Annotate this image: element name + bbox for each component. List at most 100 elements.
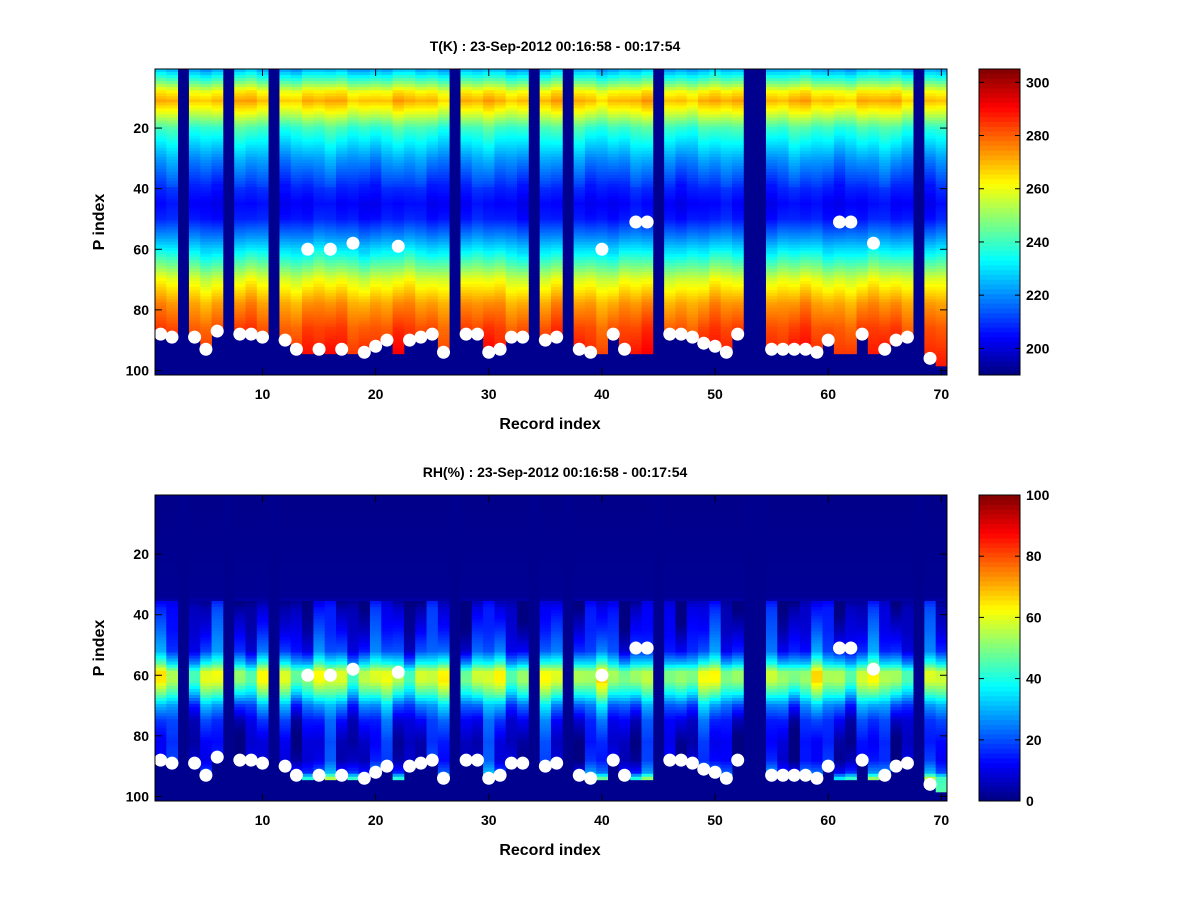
heatmap-cell	[799, 156, 812, 161]
heatmap-cell	[596, 223, 608, 227]
heatmap-cell	[494, 126, 507, 130]
heatmap-cell	[664, 265, 676, 270]
heatmap-cell	[347, 332, 360, 337]
heatmap-cell	[279, 311, 292, 315]
heatmap-cell	[811, 147, 823, 152]
heatmap-cell	[675, 299, 688, 303]
heatmap-cell	[709, 75, 722, 79]
heatmap-cell	[630, 129, 642, 134]
heatmap-cell	[369, 296, 382, 300]
heatmap-cell	[324, 308, 337, 312]
heatmap-cell	[799, 153, 812, 158]
heatmap-cell	[517, 256, 529, 261]
heatmap-cell	[641, 281, 654, 285]
heatmap-cell	[381, 193, 393, 197]
heatmap-cell	[426, 302, 439, 306]
heatmap-cell	[324, 93, 337, 97]
heatmap-cell	[709, 223, 722, 227]
heatmap-cell	[200, 141, 212, 146]
heatmap-cell	[799, 87, 812, 91]
heatmap-cell	[777, 275, 789, 279]
heatmap-cell	[302, 199, 314, 203]
heatmap-cell	[584, 178, 597, 182]
heatmap-cell	[765, 271, 778, 276]
heatmap-cell	[811, 132, 823, 137]
heatmap-cell	[290, 278, 303, 282]
heatmap-cell	[799, 175, 812, 179]
heatmap-cell	[551, 262, 563, 267]
heatmap-cell	[155, 181, 167, 185]
heatmap-cell	[460, 268, 473, 273]
heatmap-cell	[256, 217, 269, 221]
heatmap-cell	[517, 262, 529, 267]
heatmap-cell	[517, 311, 529, 315]
heatmap-cell	[505, 75, 518, 79]
heatmap-cell	[607, 190, 620, 194]
heatmap-cell	[664, 244, 676, 249]
heatmap-cell	[483, 235, 495, 240]
heatmap-cell	[188, 105, 201, 109]
heatmap-cell	[584, 296, 597, 300]
heatmap-cell	[799, 147, 812, 152]
heatmap-cell	[256, 87, 269, 91]
heatmap-cell	[833, 84, 846, 88]
heatmap-cell	[392, 117, 405, 121]
heatmap-cell	[381, 229, 393, 233]
heatmap-cell	[313, 247, 326, 252]
heatmap-cell	[584, 126, 597, 130]
heatmap-cell	[777, 150, 789, 155]
heatmap-cell	[471, 205, 484, 209]
heatmap-cell	[290, 129, 303, 134]
heatmap-cell	[313, 172, 326, 176]
heatmap-cell	[471, 296, 484, 300]
heatmap-cell	[313, 99, 326, 103]
heatmap-cell	[517, 202, 529, 206]
heatmap-cell	[686, 314, 699, 318]
heatmap-cell	[166, 205, 179, 209]
heatmap-cell	[415, 156, 427, 161]
heatmap-cell	[369, 165, 382, 170]
heatmap-cell	[765, 153, 778, 158]
heatmap-cell	[313, 181, 326, 185]
heatmap-cell	[867, 87, 880, 91]
heatmap-cell	[607, 293, 620, 297]
heatmap-cell	[302, 235, 314, 240]
heatmap-cell	[256, 187, 269, 191]
heatmap-cell	[641, 278, 654, 282]
heatmap-cell	[833, 275, 846, 279]
heatmap-cell	[460, 265, 473, 270]
heatmap-cell	[245, 132, 258, 137]
heatmap-cell	[664, 202, 676, 206]
heatmap-cell	[302, 311, 314, 315]
heatmap-cell	[279, 99, 292, 103]
heatmap-cell	[437, 175, 450, 179]
heatmap-cell	[720, 129, 733, 134]
heatmap-cell	[245, 144, 258, 149]
heatmap-cell	[234, 278, 246, 282]
heatmap-cell	[483, 290, 495, 294]
heatmap-cell	[641, 81, 654, 85]
heatmap-cell	[155, 296, 167, 300]
heatmap-cell	[483, 320, 495, 324]
heatmap-cell	[788, 117, 801, 121]
heatmap-cell	[426, 178, 439, 182]
heatmap-cell	[686, 172, 699, 176]
heatmap-cell	[494, 165, 507, 170]
heatmap-cell	[686, 244, 699, 249]
heatmap-cell	[392, 81, 405, 85]
heatmap-cell	[551, 172, 563, 176]
heatmap-cell	[732, 196, 744, 200]
heatmap-cell	[471, 281, 484, 285]
heatmap-cell	[630, 153, 642, 158]
heatmap-cell	[155, 175, 167, 179]
heatmap-cell	[867, 162, 880, 167]
heatmap-cell	[256, 244, 269, 249]
heatmap-cell	[245, 214, 258, 218]
heatmap-cell	[732, 284, 744, 288]
heatmap-cell	[720, 238, 733, 243]
heatmap-cell	[833, 311, 846, 315]
heatmap-cell	[155, 314, 167, 318]
heatmap-cell	[517, 205, 529, 209]
heatmap-cell	[618, 69, 631, 73]
heatmap-cell	[483, 190, 495, 194]
